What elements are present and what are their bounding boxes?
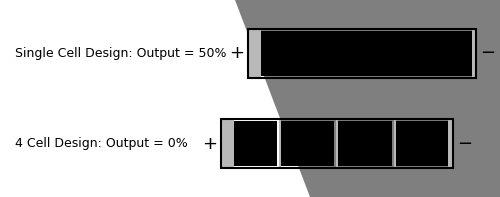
Bar: [248, 29, 476, 78]
Text: Single Cell Design: Output = 50%: Single Cell Design: Output = 50%: [15, 47, 227, 60]
Bar: [222, 119, 232, 168]
Text: −: −: [457, 135, 472, 153]
Text: +: +: [202, 135, 218, 153]
Bar: [232, 119, 234, 168]
Bar: [281, 121, 334, 166]
Bar: [262, 31, 472, 76]
Bar: [248, 29, 260, 78]
Bar: [472, 29, 476, 78]
Bar: [448, 119, 452, 168]
Bar: [234, 121, 277, 166]
Bar: [260, 29, 262, 78]
Bar: [338, 121, 392, 166]
Bar: [394, 119, 396, 168]
Polygon shape: [235, 0, 500, 197]
Bar: [396, 121, 449, 166]
Bar: [222, 119, 452, 168]
Text: −: −: [480, 44, 496, 62]
Text: +: +: [229, 44, 244, 62]
Text: 4 Cell Design: Output = 0%: 4 Cell Design: Output = 0%: [15, 137, 188, 150]
Bar: [279, 119, 281, 168]
Bar: [336, 119, 338, 168]
